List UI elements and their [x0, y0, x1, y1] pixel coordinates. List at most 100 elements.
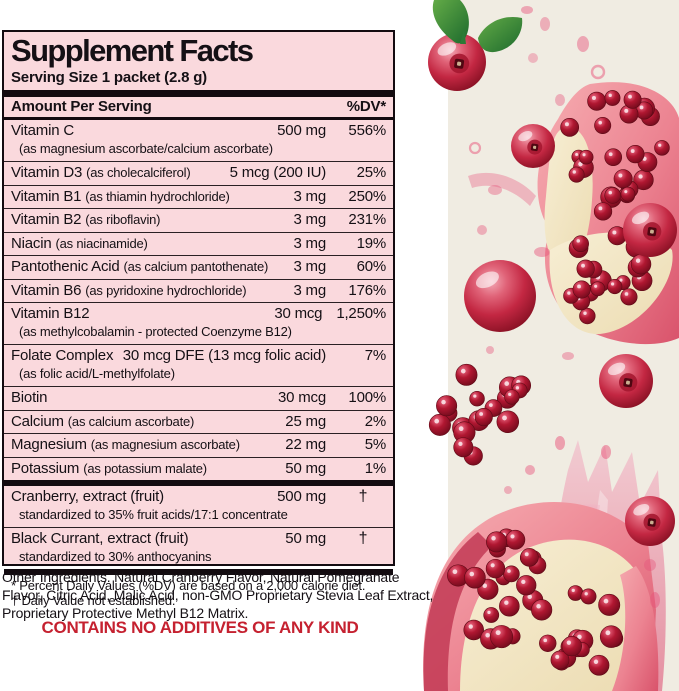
nutrient-name: Folate Complex — [11, 347, 114, 364]
nutrient-source: (as potassium malate) — [83, 460, 207, 476]
nutrient-name: Vitamin B2 — [11, 211, 82, 228]
nutrient-dv: † — [358, 530, 368, 547]
nutrient-dv: 1,250% — [336, 305, 386, 322]
footnotes: * Percent Daily Values (%DV) are based o… — [4, 575, 393, 612]
rule-thick — [4, 90, 393, 97]
nutrient-dv: 250% — [348, 187, 386, 205]
nutrient-row: Folate Complex 30 mcg DFE (13 mcg folic … — [4, 344, 393, 386]
nutrient-rows: Vitamin C 500 mg 556% (as magnesium asco… — [4, 120, 393, 569]
nutrient-amount: 3 mg — [293, 258, 326, 275]
nutrient-subtext: (as folic acid/L-methylfolate) — [19, 365, 175, 381]
nutrient-subtext: (as methylcobalamin - protected Coenzyme… — [19, 323, 292, 339]
nutrient-subtext: standardized to 35% fruit acids/17:1 con… — [19, 506, 288, 522]
nutrient-amount: 3 mg — [293, 234, 326, 252]
nutrient-dv: 7% — [364, 347, 386, 364]
nutrient-row: Vitamin B2 (as riboflavin) 3 mg 231% — [4, 208, 393, 232]
nutrient-row: Vitamin B12 30 mcg 1,250% (as methylcoba… — [4, 302, 393, 344]
nutrient-source: (as pyridoxine hydrochloride) — [85, 282, 247, 298]
column-header: Amount Per Serving %DV* — [4, 97, 393, 117]
nutrient-name: Vitamin B1 — [11, 187, 82, 205]
amount-per-serving-label: Amount Per Serving — [11, 98, 152, 115]
footnote-line: * Percent Daily Values (%DV) are based o… — [11, 578, 366, 593]
pomegranate-wedge-bottom — [423, 502, 659, 691]
cranberry-leaves — [432, 0, 523, 53]
nutrient-name: Vitamin C — [11, 122, 74, 139]
rule-section — [4, 480, 393, 486]
juice-droplets — [468, 6, 660, 608]
nutrient-row: Vitamin D3 (as cholecalciferol) 5 mcg (2… — [4, 161, 393, 185]
nutrient-amount: 500 mg — [277, 488, 326, 505]
nutrient-dv: 176% — [348, 281, 386, 299]
nutrient-amount: 25 mg — [285, 412, 326, 430]
nutrient-amount: 50 mg — [285, 459, 326, 477]
nutrient-amount: 500 mg — [277, 122, 326, 139]
nutrient-source: (as calcium pantothenate) — [123, 259, 269, 274]
nutrient-dv: 556% — [348, 122, 386, 139]
nutrient-name: Vitamin B12 — [11, 305, 90, 322]
panel-title: Supplement Facts — [11, 33, 254, 68]
nutrient-source: (as calcium ascorbate) — [67, 413, 195, 429]
pomegranate-seeds-loose — [428, 363, 532, 466]
nutrient-source: (as riboflavin) — [85, 212, 161, 227]
nutrient-row: Magnesium (as magnesium ascorbate) 22 mg… — [4, 433, 393, 457]
nutrient-row: Black Currant, extract (fruit) 50 mg † s… — [4, 527, 393, 569]
nutrient-name: Niacin — [11, 234, 52, 252]
nutrient-row: Vitamin B1 (as thiamin hydrochloride) 3 … — [4, 184, 393, 209]
dv-label: %DV* — [346, 98, 386, 115]
nutrient-name: Magnesium — [11, 436, 87, 453]
nutrient-row: Calcium (as calcium ascorbate) 25 mg 2% — [4, 409, 393, 434]
nutrient-name: Vitamin B6 — [11, 281, 82, 299]
nutrient-amount: 30 mcg DFE (13 mcg folic acid) — [122, 347, 326, 364]
nutrient-name: Black Currant, extract (fruit) — [11, 530, 189, 547]
cranberry-bottom — [625, 496, 675, 546]
no-additives-claim: CONTAINS NO ADDITIVES OF ANY KIND — [41, 618, 359, 637]
nutrient-name: Potassium — [11, 459, 80, 477]
nutrient-amount: 30 mcg — [274, 305, 323, 322]
nutrient-subtext: standardized to 30% anthocyanins — [19, 548, 212, 564]
nutrient-row: Vitamin C 500 mg 556% (as magnesium asco… — [4, 120, 393, 161]
cranberry-on-wedge — [623, 203, 677, 257]
nutrient-subtext: (as magnesium ascorbate/calcium ascorbat… — [19, 140, 273, 156]
rule-footnote — [4, 569, 393, 575]
other-ingredients: Other Ingredients. Natural Cranberry Fla… — [2, 569, 434, 621]
nutrient-dv: † — [358, 488, 368, 505]
nutrient-name: Calcium — [11, 412, 64, 430]
nutrient-name: Vitamin D3 — [11, 164, 83, 181]
nutrient-amount: 3 mg — [293, 211, 326, 228]
cranberry-top — [428, 33, 486, 91]
rule-medium — [4, 117, 393, 120]
nutrient-row: Cranberry, extract (fruit) 500 mg † stan… — [4, 486, 393, 527]
nutrient-dv: 60% — [356, 258, 387, 275]
nutrient-source: (as cholecalciferol) — [86, 165, 191, 180]
nutrient-dv: 5% — [364, 436, 386, 453]
nutrient-amount: 30 mcg — [278, 389, 326, 406]
nutrient-dv: 2% — [364, 412, 386, 430]
nutrient-row: Pantothenic Acid (as calcium pantothenat… — [4, 255, 393, 279]
nutrient-name: Biotin — [11, 389, 48, 406]
cranberry-left — [464, 260, 536, 332]
nutrient-dv: 100% — [348, 389, 386, 406]
nutrient-row: Vitamin B6 (as pyridoxine hydrochloride)… — [4, 278, 393, 303]
nutrient-source: (as thiamin hydrochloride) — [85, 188, 230, 204]
nutrient-name: Cranberry, extract (fruit) — [11, 488, 164, 505]
serving-size: Serving Size 1 packet (2.8 g) — [11, 69, 207, 86]
nutrient-name: Pantothenic Acid — [11, 258, 120, 275]
nutrient-row: Niacin (as niacinamide) 3 mg 19% — [4, 231, 393, 256]
nutrient-amount: 22 mg — [285, 436, 326, 453]
nutrient-dv: 1% — [364, 459, 386, 477]
nutrient-amount: 50 mg — [285, 530, 326, 547]
cranberry-mid — [511, 124, 555, 168]
nutrient-amount: 3 mg — [293, 187, 326, 205]
fruit-artwork — [423, 0, 679, 691]
nutrient-dv: 19% — [356, 234, 387, 252]
nutrient-row: Biotin 30 mcg 100% — [4, 386, 393, 410]
nutrient-dv: 231% — [348, 211, 386, 228]
supplement-facts-panel: Supplement Facts Serving Size 1 packet (… — [2, 30, 395, 608]
nutrient-dv: 25% — [356, 164, 387, 181]
nutrient-amount: 5 mcg (200 IU) — [229, 164, 327, 181]
cranberry-right — [599, 354, 653, 408]
footnote-line: † Daily Value not established. — [11, 593, 176, 608]
nutrient-source: (as magnesium ascorbate) — [90, 437, 240, 452]
nutrient-source: (as niacinamide) — [55, 235, 148, 251]
